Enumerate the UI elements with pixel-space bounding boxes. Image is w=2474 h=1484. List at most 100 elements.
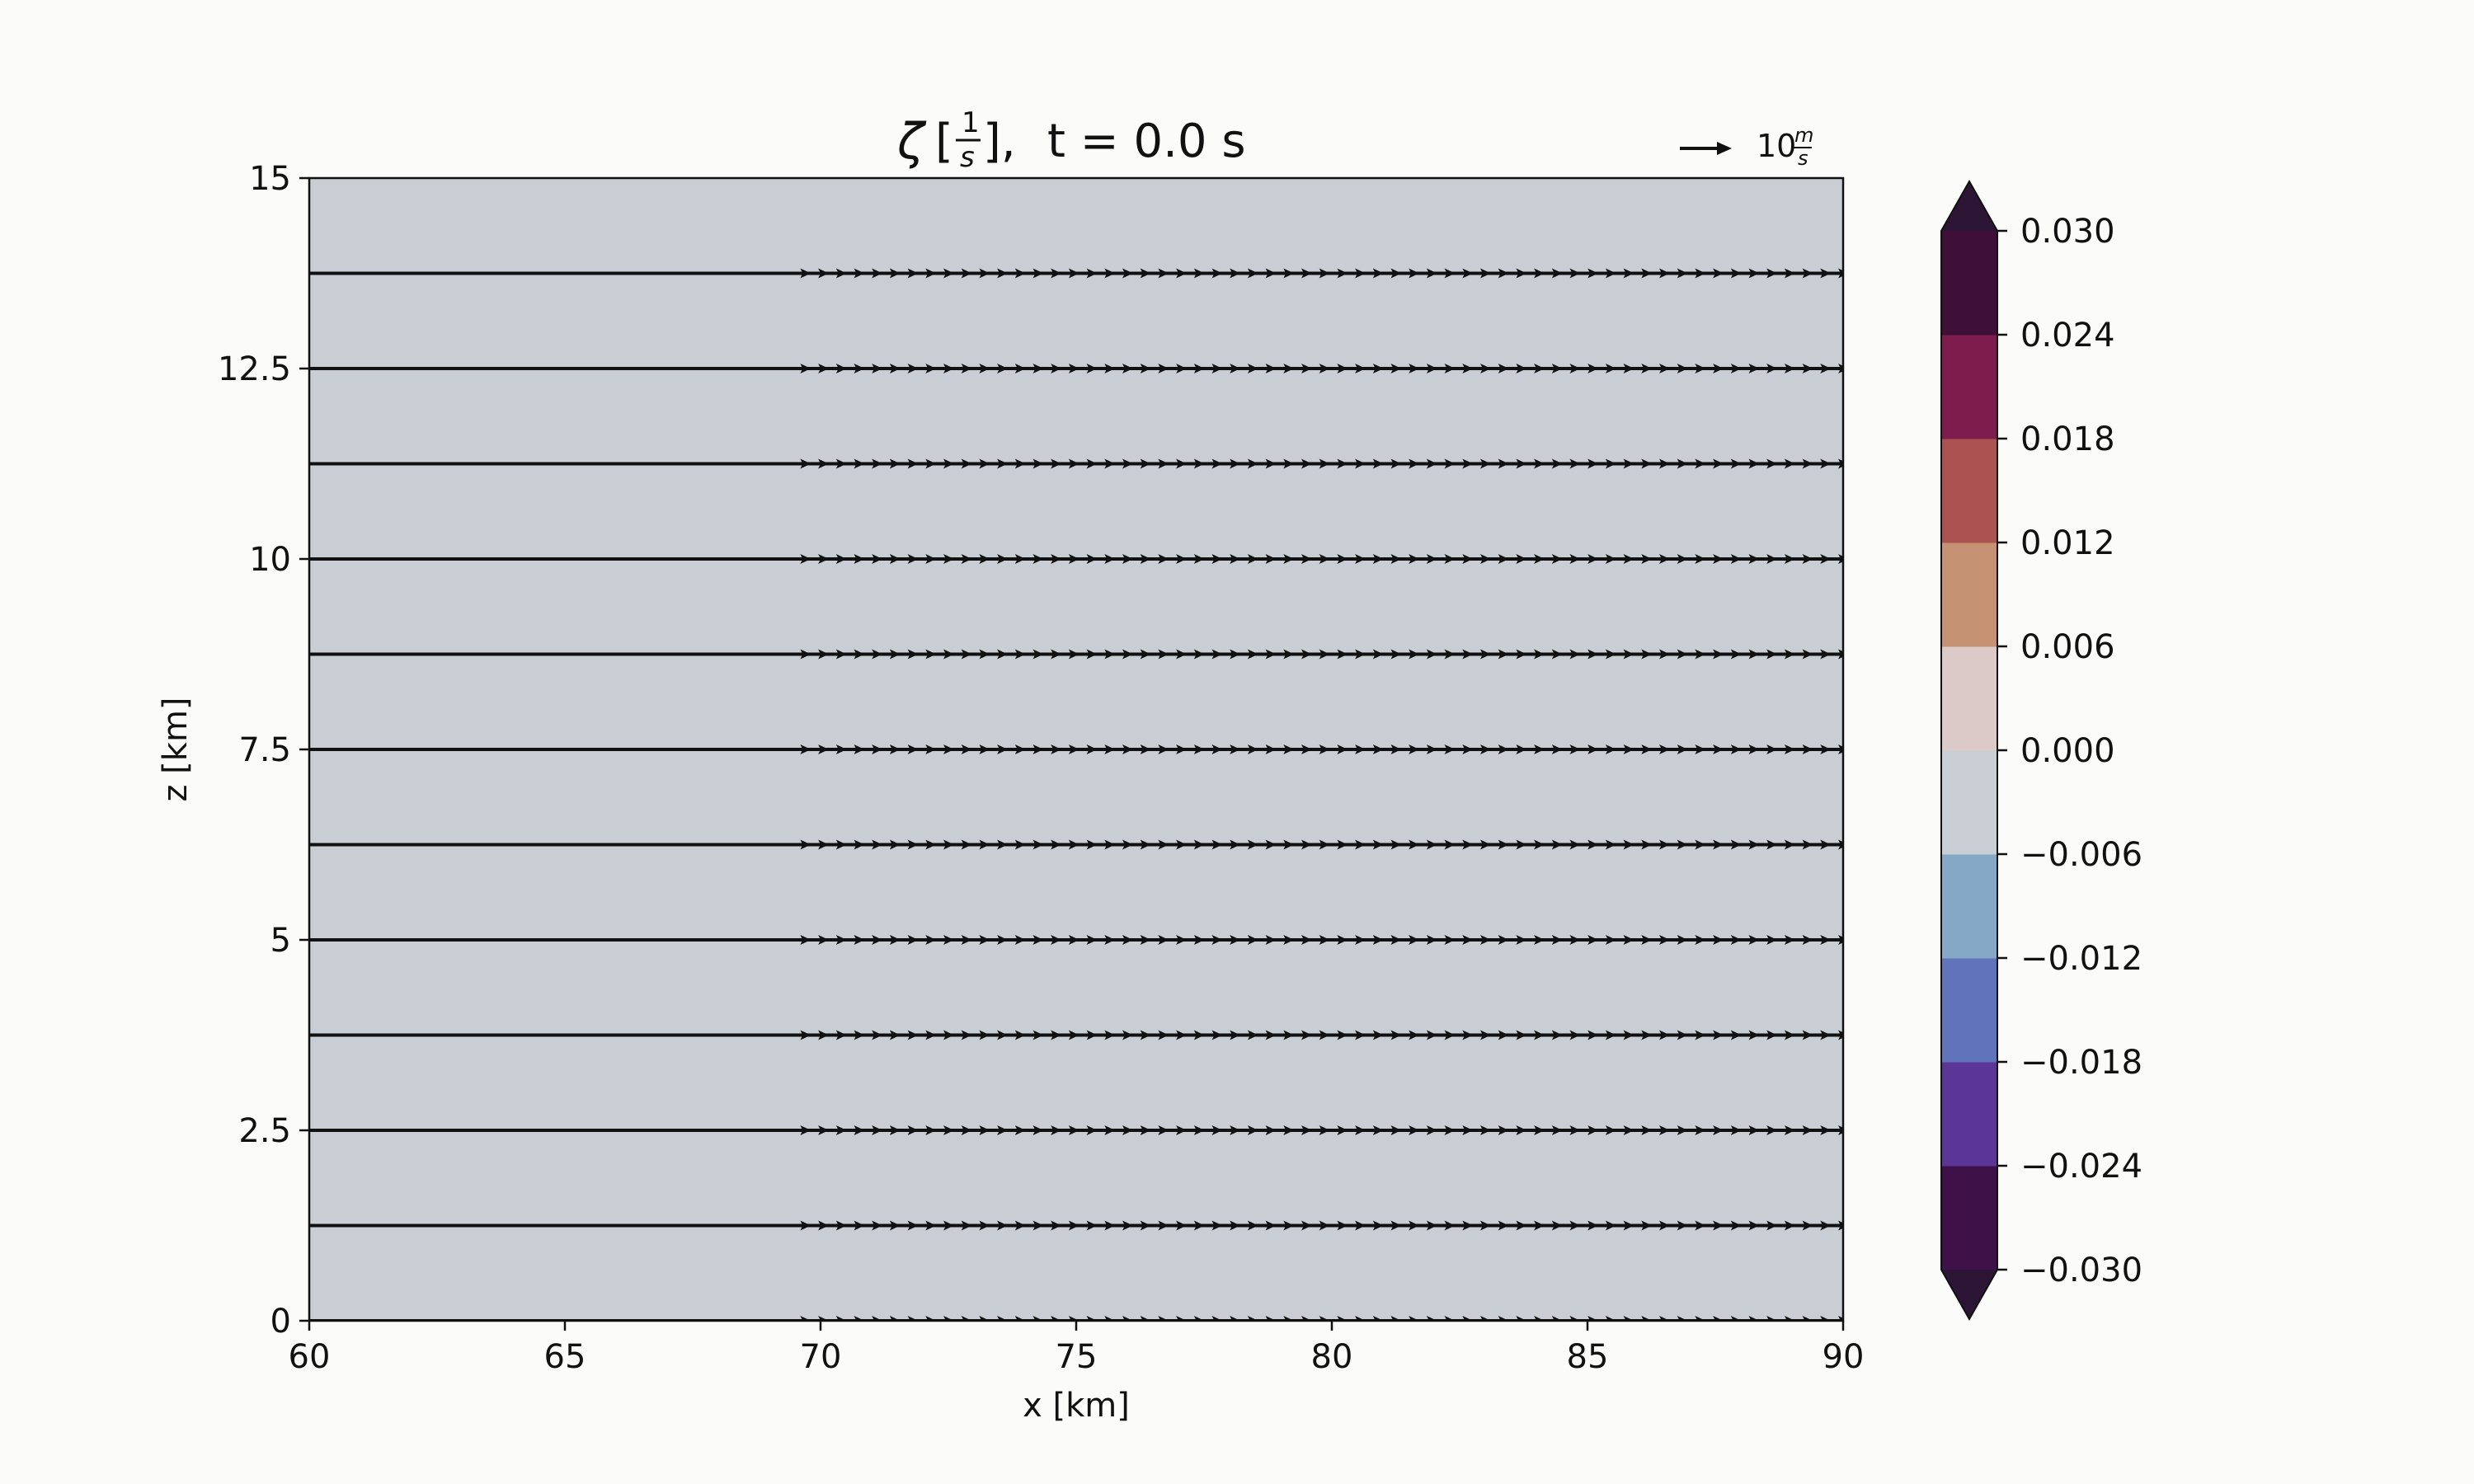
quiver-arrowhead: [1230, 268, 1241, 279]
quiver-arrowhead: [1014, 268, 1026, 279]
quiver-arrowhead: [1068, 1220, 1079, 1231]
quiver-arrowhead: [1051, 1030, 1062, 1040]
quiver-arrowhead: [1748, 1220, 1760, 1231]
quiver-arrowhead: [1158, 364, 1169, 373]
quiver-arrowhead: [1551, 1220, 1563, 1231]
quiver-arrowhead: [1641, 268, 1653, 279]
quiver-arrowhead: [1355, 839, 1366, 850]
quiver-arrowhead: [1569, 1316, 1581, 1321]
quiver-arrowhead: [1462, 1125, 1474, 1135]
quiver-arrowhead: [1265, 649, 1277, 660]
quiver-arrowhead: [1265, 268, 1277, 279]
quiver-arrowhead: [1319, 1125, 1330, 1135]
quiver-arrowhead: [889, 935, 901, 945]
quiver-arrowhead: [1104, 839, 1116, 850]
quiver-arrowhead: [1230, 364, 1241, 373]
quiver-arrowhead: [889, 364, 901, 373]
quiver-row-arrowheads: [800, 935, 1843, 945]
quiver-arrowhead: [1605, 1316, 1616, 1321]
quiver-arrowhead: [818, 268, 830, 279]
quiver-arrowhead: [1444, 458, 1456, 469]
quiver-arrowhead: [1713, 744, 1724, 754]
quiver-arrowhead: [961, 554, 972, 564]
quiver-arrowhead: [1301, 935, 1312, 945]
quiver-arrowhead: [1534, 1220, 1545, 1231]
quiver-arrowhead: [1122, 935, 1133, 945]
quiver-arrowhead: [1498, 554, 1509, 564]
quiver-arrowhead: [1605, 554, 1616, 564]
quiver-arrowhead: [818, 1220, 830, 1231]
quiver-arrowhead: [1444, 744, 1456, 754]
quiver-arrowhead: [1014, 1125, 1026, 1135]
quiver-arrowhead: [1820, 1125, 1832, 1135]
quiver-arrowhead: [1695, 1030, 1706, 1040]
quiver-arrowhead: [1659, 1220, 1670, 1231]
quiver-arrowhead: [1677, 1220, 1688, 1231]
quiver-arrowhead: [1051, 1316, 1062, 1321]
quiver-arrowhead: [1587, 1125, 1599, 1135]
quiver-arrowhead: [1766, 1220, 1778, 1231]
quiver-arrowhead: [1605, 1220, 1616, 1231]
title-unit-close: ],: [983, 115, 1016, 168]
quiver-arrowhead: [1480, 554, 1491, 564]
quiver-arrowhead: [1247, 1220, 1258, 1231]
quiver-arrowhead: [1641, 1316, 1653, 1321]
quiver-arrowhead: [1265, 839, 1277, 850]
quiver-key-unit-numerator: m: [1794, 124, 1813, 147]
quiver-arrowhead: [800, 1316, 811, 1321]
quiver-arrowhead: [1337, 458, 1348, 469]
quiver-arrowhead: [1068, 1125, 1079, 1135]
quiver-arrowhead: [1319, 744, 1330, 754]
quiver-arrowhead: [1390, 649, 1402, 660]
quiver-arrowhead: [889, 1125, 901, 1135]
quiver-arrowhead: [1641, 1125, 1653, 1135]
quiver-key-arrowhead: [1717, 142, 1732, 155]
quiver-arrowhead: [1068, 1316, 1079, 1321]
quiver-arrowhead: [1319, 554, 1330, 564]
colorbar-extend-over: [1941, 181, 1997, 231]
quiver-arrowhead: [1730, 364, 1742, 373]
quiver-arrowhead: [1355, 935, 1366, 945]
quiver-arrowhead: [1480, 268, 1491, 279]
quiver-arrowhead: [1051, 458, 1062, 469]
quiver-arrowhead: [943, 649, 954, 660]
y-tick-label: 5: [270, 922, 291, 960]
quiver-arrowhead: [1659, 1125, 1670, 1135]
quiver-arrowhead: [1409, 935, 1420, 945]
quiver-arrowhead: [1498, 268, 1509, 279]
quiver-arrowhead: [1784, 458, 1795, 469]
quiver-arrowhead: [1247, 1125, 1258, 1135]
colorbar-segment: [1941, 542, 1997, 647]
chart-title: ζ [ 1 s ], t = 0.0 s: [896, 106, 1246, 174]
quiver-arrowhead: [1623, 1125, 1634, 1135]
quiver-arrowhead: [1104, 744, 1116, 754]
quiver-arrowhead: [1480, 458, 1491, 469]
colorbar-segment: [1941, 646, 1997, 751]
quiver-arrowhead: [1014, 649, 1026, 660]
quiver-arrowhead: [889, 1030, 901, 1040]
quiver-arrowhead: [1677, 1030, 1688, 1040]
quiver-arrowhead: [1265, 744, 1277, 754]
colorbar-extend-under: [1941, 1270, 1997, 1319]
quiver-arrowhead: [1283, 1220, 1295, 1231]
quiver-arrowhead: [854, 935, 865, 945]
quiver-arrowhead: [1176, 935, 1188, 945]
quiver-arrowhead: [1409, 744, 1420, 754]
quiver-arrowhead: [1086, 649, 1098, 660]
quiver-arrowhead: [943, 554, 954, 564]
quiver-arrowhead: [1623, 268, 1634, 279]
quiver-arrowhead: [1605, 268, 1616, 279]
colorbar-segment: [1941, 1166, 1997, 1270]
quiver-arrowhead: [997, 268, 1009, 279]
quiver-arrowhead: [835, 935, 847, 945]
quiver-arrowhead: [1372, 649, 1384, 660]
quiver-arrowhead: [1140, 364, 1151, 373]
x-tick-label: 70: [800, 1338, 842, 1376]
quiver-arrowhead: [1802, 1030, 1813, 1040]
quiver-arrowhead: [1104, 554, 1116, 564]
quiver-arrowhead: [1051, 268, 1062, 279]
quiver-arrowhead: [1587, 1030, 1599, 1040]
quiver-arrowhead: [925, 268, 937, 279]
quiver-arrowhead: [907, 458, 919, 469]
